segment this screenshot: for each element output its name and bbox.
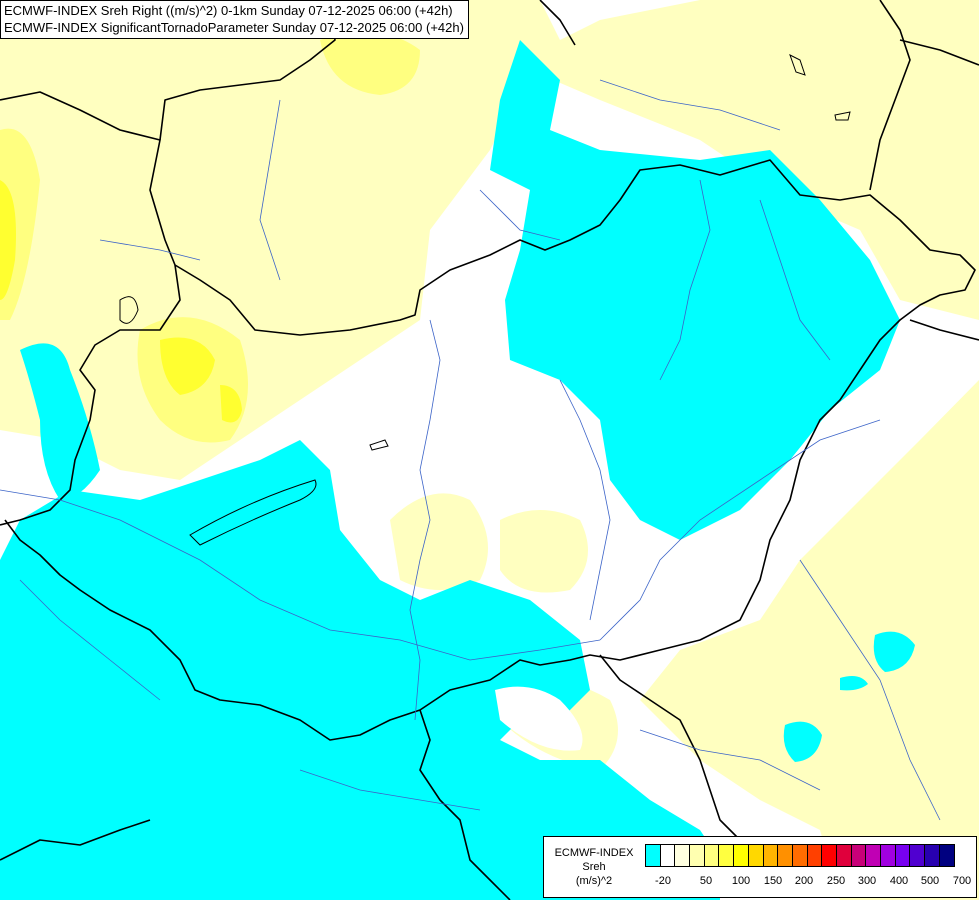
legend-title-line-1: ECMWF-INDEX	[554, 847, 634, 859]
legend-tick-label: 500	[920, 875, 940, 887]
lakes	[119, 53, 851, 546]
legend-swatch	[748, 845, 764, 866]
legend-swatch	[704, 845, 720, 866]
shading-high-carpathian	[160, 337, 215, 395]
legend-tick-label: 50	[699, 875, 713, 887]
legend-swatch	[881, 845, 896, 866]
shading-high-carpathian-2	[220, 385, 242, 423]
legend-swatch	[910, 845, 926, 866]
shading-negative-west	[20, 343, 100, 500]
legend-tick-label: 150	[763, 875, 783, 887]
legend-swatch	[925, 845, 940, 866]
rivers	[0, 79, 941, 821]
shading-low-southeast	[640, 380, 979, 900]
header-line-1: ECMWF-INDEX Sreh Right ((m/s)^2) 0-1km S…	[4, 3, 453, 18]
legend-swatch	[690, 845, 705, 866]
shading-negative-blob-2	[783, 721, 822, 762]
color-legend: ECMWF-INDEX Sreh (m/s)^2 -20 50 100 150 200 2…	[543, 836, 977, 898]
legend-ticks: -20 50 100 150 200 250 300 400 500 700	[646, 875, 976, 891]
legend-tick-label: -20	[655, 875, 671, 887]
legend-swatch	[660, 845, 676, 866]
legend-swatch	[646, 845, 661, 866]
legend-tick-label: 700	[952, 875, 972, 887]
shading-low-center	[390, 493, 488, 590]
legend-tick-label: 300	[857, 875, 877, 887]
header-line-2: ECMWF-INDEX SignificantTornadoParameter …	[4, 20, 464, 35]
legend-tick-label: 400	[889, 875, 909, 887]
shading-negative-blob-3	[840, 676, 868, 691]
legend-swatch	[895, 845, 911, 866]
shading-negative-blob-1	[873, 631, 915, 672]
legend-swatch	[807, 845, 823, 866]
legend-tick-label: 200	[794, 875, 814, 887]
legend-swatch	[675, 845, 691, 866]
shading-negative-east	[490, 40, 900, 540]
legend-swatch	[851, 845, 867, 866]
legend-swatch	[778, 845, 793, 866]
legend-title-line-3: (m/s)^2	[575, 875, 613, 887]
legend-swatch	[939, 845, 955, 866]
legend-swatch	[763, 845, 779, 866]
shading-high-west	[0, 180, 16, 300]
legend-swatch	[866, 845, 881, 866]
legend-swatch	[836, 845, 852, 866]
legend-title: ECMWF-INDEX Sreh (m/s)^2	[548, 846, 640, 888]
legend-swatches	[645, 844, 956, 867]
legend-title-line-2: Sreh	[582, 861, 606, 873]
shading-mid-north	[320, 32, 420, 95]
legend-tick-label: 250	[826, 875, 846, 887]
shading-neutral-south	[495, 686, 583, 751]
shading-negative-southwest	[0, 440, 720, 900]
legend-swatch	[792, 845, 808, 866]
legend-tick-label: 100	[731, 875, 751, 887]
legend-swatch	[734, 845, 749, 866]
shading-low-center-2	[500, 510, 588, 593]
map-header: ECMWF-INDEX Sreh Right ((m/s)^2) 0-1km S…	[0, 0, 469, 39]
legend-swatch	[719, 845, 735, 866]
legend-swatch	[822, 845, 837, 866]
